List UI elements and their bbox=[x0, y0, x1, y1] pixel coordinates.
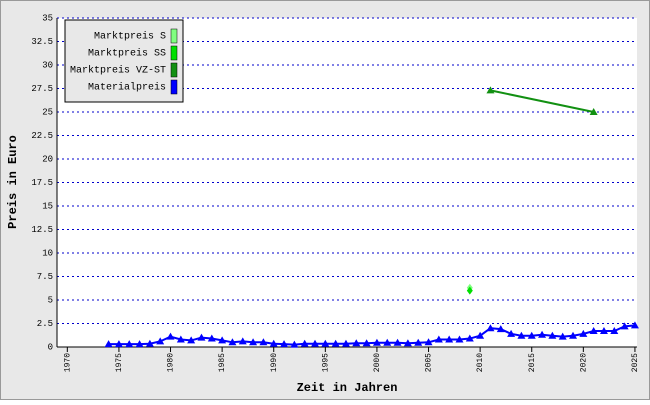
data-point bbox=[341, 339, 350, 347]
data-point bbox=[589, 327, 598, 335]
y-tick-label: 22.5 bbox=[31, 131, 53, 141]
data-point bbox=[393, 338, 402, 346]
legend-swatch bbox=[170, 45, 178, 61]
y-tick-label: 12.5 bbox=[31, 225, 53, 235]
legend-swatch bbox=[170, 79, 178, 95]
data-point bbox=[620, 322, 629, 330]
y-tick-label: 2.5 bbox=[37, 319, 53, 329]
y-tick-label: 10 bbox=[42, 248, 53, 258]
series-line bbox=[490, 89, 594, 113]
data-point bbox=[125, 340, 134, 348]
legend-label: Marktpreis SS bbox=[88, 48, 166, 60]
data-point bbox=[507, 329, 516, 337]
data-point bbox=[166, 332, 175, 340]
y-tick-label: 15 bbox=[42, 201, 53, 211]
data-point bbox=[218, 336, 227, 344]
data-point bbox=[434, 335, 443, 343]
data-point bbox=[135, 340, 144, 348]
data-point bbox=[476, 331, 485, 339]
data-point bbox=[156, 337, 165, 345]
data-point bbox=[403, 339, 412, 347]
data-point bbox=[465, 334, 474, 342]
legend-label: Materialpreis bbox=[88, 82, 166, 94]
data-point bbox=[269, 339, 278, 347]
data-point bbox=[599, 327, 608, 335]
y-tick-label: 20 bbox=[42, 154, 53, 164]
data-point bbox=[311, 339, 320, 347]
legend-label: Marktpreis VZ-ST bbox=[70, 65, 166, 77]
x-tick-label: 2025 bbox=[631, 353, 640, 372]
data-point bbox=[527, 331, 536, 339]
data-point bbox=[486, 86, 495, 94]
data-point bbox=[187, 336, 196, 344]
x-tick-label: 1975 bbox=[115, 353, 124, 372]
data-point bbox=[352, 339, 361, 347]
legend-box bbox=[64, 19, 184, 103]
y-tick-label: 32.5 bbox=[31, 37, 53, 47]
data-point bbox=[145, 339, 154, 347]
data-point bbox=[331, 339, 340, 347]
data-point bbox=[197, 333, 206, 341]
x-tick-label: 1995 bbox=[321, 353, 330, 372]
y-tick-label: 35 bbox=[42, 13, 53, 23]
y-tick-label: 7.5 bbox=[37, 272, 53, 282]
data-point bbox=[104, 340, 113, 348]
x-tick-label: 1985 bbox=[218, 353, 227, 372]
data-point bbox=[259, 338, 268, 346]
y-tick-label: 27.5 bbox=[31, 84, 53, 94]
data-point bbox=[362, 339, 371, 347]
data-point bbox=[517, 331, 526, 339]
y-tick-label: 5 bbox=[48, 295, 53, 305]
x-axis-label: Zeit in Jahren bbox=[297, 381, 398, 395]
data-point bbox=[414, 338, 423, 346]
data-point bbox=[228, 338, 237, 346]
x-tick-label: 1990 bbox=[270, 353, 279, 372]
y-tick-label: 30 bbox=[42, 60, 53, 70]
legend-swatch bbox=[170, 28, 178, 44]
data-point bbox=[238, 337, 247, 345]
data-point bbox=[372, 338, 381, 346]
legend-swatch bbox=[170, 62, 178, 78]
data-point bbox=[321, 339, 330, 347]
data-point bbox=[445, 335, 454, 343]
data-point bbox=[466, 286, 473, 295]
x-tick-label: 2015 bbox=[528, 353, 537, 372]
x-tick-label: 1980 bbox=[167, 353, 176, 372]
data-point bbox=[579, 329, 588, 337]
data-point bbox=[424, 338, 433, 346]
x-tick-label: 2010 bbox=[476, 353, 485, 372]
y-axis-label: Preis in Euro bbox=[6, 135, 20, 229]
data-point bbox=[280, 340, 289, 348]
data-point bbox=[538, 330, 547, 338]
data-point bbox=[300, 339, 309, 347]
data-point bbox=[383, 338, 392, 346]
data-point bbox=[630, 321, 639, 329]
x-tick-label: 1970 bbox=[63, 353, 72, 372]
data-point bbox=[589, 108, 598, 115]
data-point bbox=[290, 340, 299, 348]
data-point bbox=[610, 327, 619, 335]
y-tick-label: 25 bbox=[42, 107, 53, 117]
x-tick-label: 2000 bbox=[373, 353, 382, 372]
data-point bbox=[249, 338, 258, 346]
data-point bbox=[486, 324, 495, 332]
data-point bbox=[548, 331, 557, 339]
data-point bbox=[496, 325, 505, 333]
x-tick-label: 2020 bbox=[579, 353, 588, 372]
data-point bbox=[207, 334, 216, 342]
y-tick-label: 17.5 bbox=[31, 178, 53, 188]
data-point bbox=[569, 331, 578, 339]
data-point bbox=[114, 340, 123, 348]
y-tick-label: 0 bbox=[48, 342, 53, 352]
legend-label: Marktpreis S bbox=[94, 31, 166, 43]
data-point bbox=[455, 335, 464, 343]
x-tick-label: 2005 bbox=[425, 353, 434, 372]
data-point bbox=[558, 332, 567, 340]
series-line bbox=[108, 324, 636, 346]
data-point bbox=[176, 335, 185, 343]
